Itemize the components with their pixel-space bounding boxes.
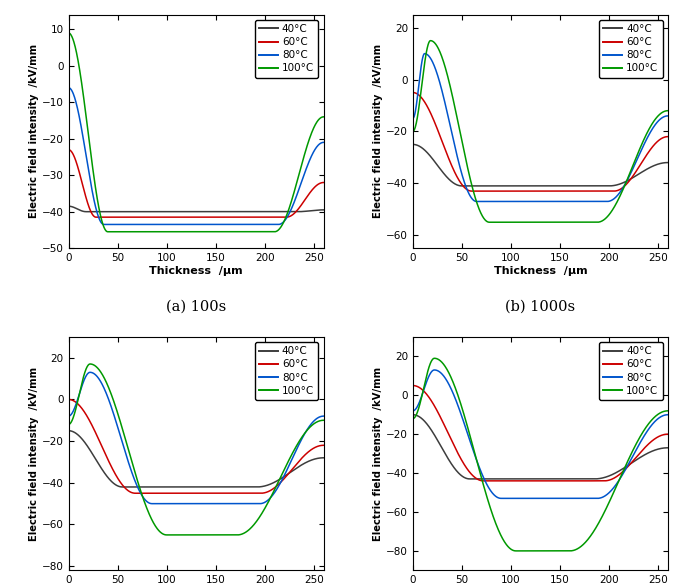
Legend: 40°C, 60°C, 80°C, 100°C: 40°C, 60°C, 80°C, 100°C (599, 342, 662, 400)
Text: (b) 1000s: (b) 1000s (506, 299, 575, 313)
Text: (a) 100s: (a) 100s (166, 299, 226, 313)
Legend: 40°C, 60°C, 80°C, 100°C: 40°C, 60°C, 80°C, 100°C (599, 20, 662, 78)
Legend: 40°C, 60°C, 80°C, 100°C: 40°C, 60°C, 80°C, 100°C (255, 342, 319, 400)
X-axis label: Thickness  /μm: Thickness /μm (493, 266, 587, 276)
Legend: 40°C, 60°C, 80°C, 100°C: 40°C, 60°C, 80°C, 100°C (255, 20, 319, 78)
Y-axis label: Electric field intensity  /kV/mm: Electric field intensity /kV/mm (373, 366, 384, 541)
Y-axis label: Electric field intensity  /kV/mm: Electric field intensity /kV/mm (29, 44, 39, 219)
X-axis label: Thickness  /μm: Thickness /μm (149, 266, 243, 276)
Y-axis label: Electric field intensity  /kV/mm: Electric field intensity /kV/mm (29, 366, 39, 541)
Y-axis label: Electric field intensity  /kV/mm: Electric field intensity /kV/mm (373, 44, 384, 219)
